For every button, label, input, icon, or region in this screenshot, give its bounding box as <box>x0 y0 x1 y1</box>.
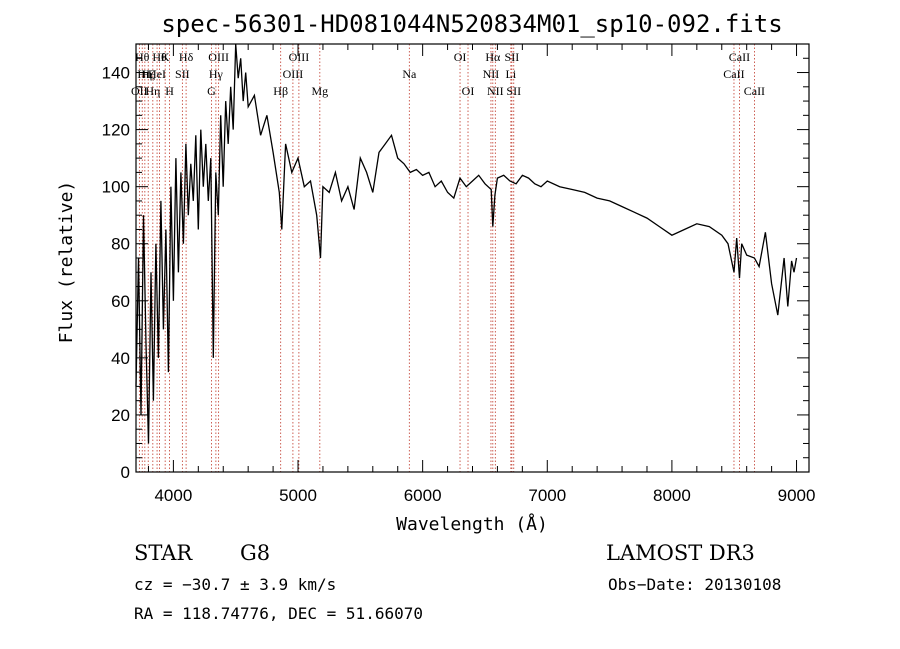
y-tick-label-20: 20 <box>111 406 130 425</box>
spectrum-series-flux <box>135 43 798 444</box>
redshift-readout: cz = −30.7 ± 3.9 km/s <box>134 575 336 594</box>
line-label-3969: H <box>165 84 174 98</box>
x-tick-label-9000: 9000 <box>778 486 816 505</box>
y-tick-label-100: 100 <box>102 178 130 197</box>
y-axis-label: Flux (relative) <box>56 181 77 344</box>
y-tick-label-120: 120 <box>102 121 130 140</box>
coordinates: RA = 118.74776, DEC = 51.66070 <box>134 604 423 623</box>
x-tick-label-5000: 5000 <box>279 486 317 505</box>
line-label-3869: HeI <box>148 67 166 81</box>
line-label-6364: OI <box>462 84 475 98</box>
x-tick-label-7000: 7000 <box>528 486 566 505</box>
line-label-3750: Hθ <box>135 50 150 64</box>
line-label-6300: OI <box>454 50 467 64</box>
line-label-3835: Hη <box>145 84 160 98</box>
plot-frame <box>135 43 810 473</box>
x-tick-label-6000: 6000 <box>404 486 442 505</box>
line-label-4341: Hγ <box>209 67 224 81</box>
line-label-6708: Li <box>506 67 517 81</box>
line-label-4363: OIII <box>208 50 229 64</box>
line-label-8498: CaII <box>723 67 744 81</box>
y-tick-label-0: 0 <box>121 463 130 482</box>
y-tick-label-140: 140 <box>102 64 130 83</box>
line-label-3727: OII <box>131 84 148 98</box>
x-axis-ticks: 4000 5000 6000 7000 8000 9000 <box>147 44 816 505</box>
object-class: STAR <box>134 541 193 565</box>
line-label-4102: Hδ <box>179 50 194 64</box>
line-label-6583: NII <box>487 84 504 98</box>
line-label-4959: OIII <box>283 67 304 81</box>
line-label-6563: Hα <box>485 50 501 64</box>
x-tick-label-8000: 8000 <box>653 486 691 505</box>
chart-title: spec-56301-HD081044N520834M01_sp10-092.f… <box>161 10 782 38</box>
y-tick-label-80: 80 <box>111 235 130 254</box>
line-label-8662: CaII <box>744 84 765 98</box>
obs-date: Obs−Date: 20130108 <box>608 575 781 594</box>
y-tick-label-60: 60 <box>111 292 130 311</box>
line-label-3934: K <box>161 50 170 64</box>
line-label-3889: Hθ <box>152 50 167 64</box>
x-tick-label-4000: 4000 <box>154 486 192 505</box>
line-label-3771: Hη <box>137 67 152 81</box>
line-label-5893: Na <box>402 67 417 81</box>
line-label-8542: CaII <box>729 50 750 64</box>
line-label-3798: Hζ <box>141 67 155 81</box>
spectral-line-labels: OIIHθHηHζHηHeIHθKHSIIHδGHγOIIIHβOIIIOIII… <box>131 50 765 98</box>
y-axis-ticks: 0 20 40 60 80 100 120 140 <box>102 57 809 482</box>
line-label-5175: Mg <box>311 84 328 98</box>
line-label-4305: G <box>207 84 216 98</box>
line-label-6731: SII <box>506 84 521 98</box>
x-axis-label: Wavelength (Å) <box>396 513 548 535</box>
line-label-4861: Hβ <box>273 84 288 98</box>
survey-name: LAMOST DR3 <box>606 541 755 565</box>
line-label-6716: SII <box>505 50 520 64</box>
object-subclass: G8 <box>240 541 270 565</box>
y-tick-label-40: 40 <box>111 349 130 368</box>
line-label-6548: NII <box>483 67 500 81</box>
line-label-4072: SII <box>175 67 190 81</box>
line-label-5007: OIII <box>289 50 310 64</box>
